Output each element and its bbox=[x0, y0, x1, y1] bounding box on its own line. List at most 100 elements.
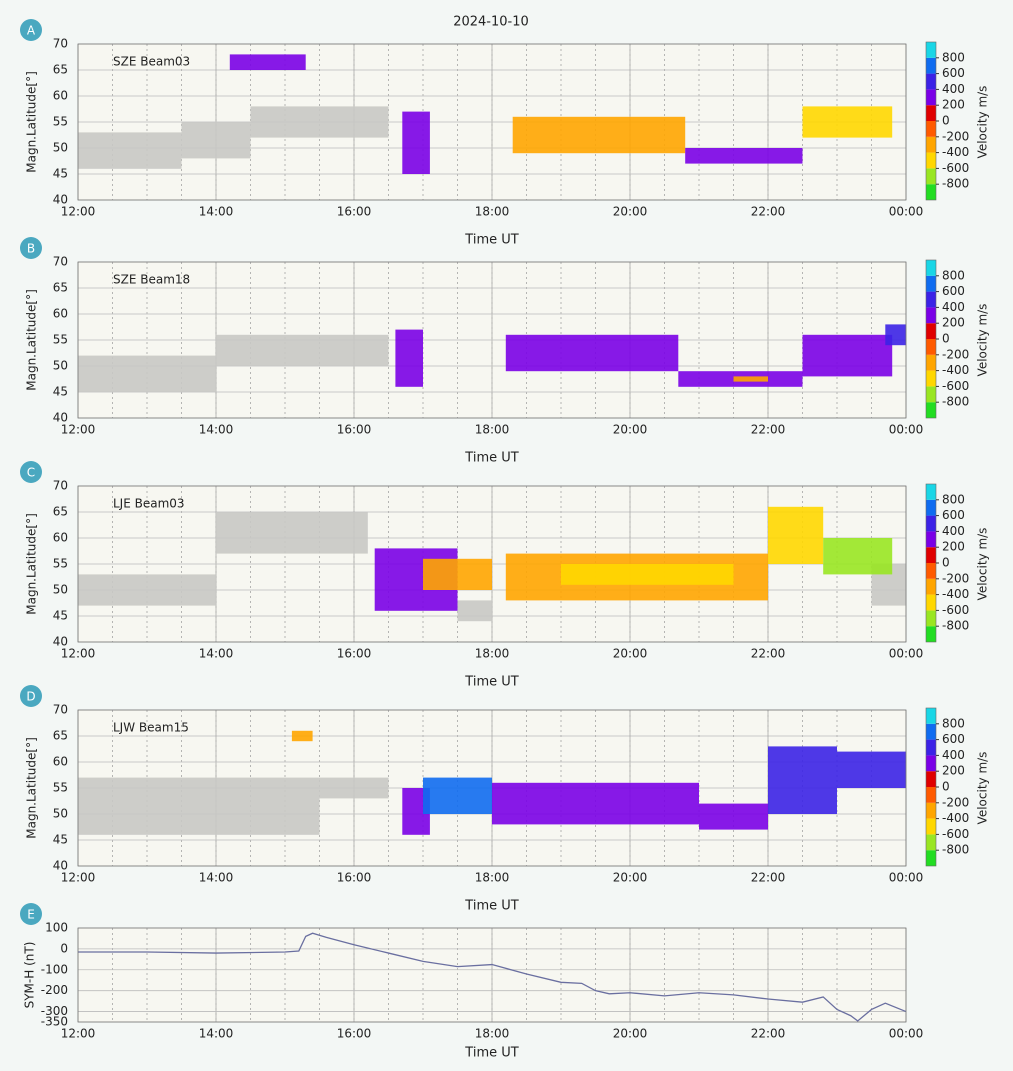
plot-frame bbox=[77, 709, 907, 867]
panel-badge bbox=[20, 19, 42, 41]
colorbar-tick-label: -400 bbox=[942, 811, 969, 825]
x-tick-label: 14:00 bbox=[199, 871, 234, 885]
y-tick-label: 65 bbox=[53, 505, 68, 519]
colorbar-segment bbox=[926, 323, 936, 339]
figure-title: 2024-10-10 bbox=[453, 15, 529, 30]
echo-patch bbox=[823, 538, 893, 575]
y-tick-label: 40 bbox=[53, 635, 68, 649]
colorbar-tick-label: -600 bbox=[942, 603, 969, 617]
colorbar-tick-label: 200 bbox=[942, 98, 965, 112]
colorbar-segment bbox=[926, 499, 936, 516]
colorbar-tick-label: 200 bbox=[942, 540, 965, 554]
x-tick-label: 16:00 bbox=[337, 647, 372, 661]
y-tick-label: 45 bbox=[53, 167, 68, 181]
y-tick-label: 55 bbox=[53, 115, 68, 129]
y-axis-label: SYM-H (nT) bbox=[23, 942, 37, 1009]
colorbar-tick-label: -400 bbox=[942, 145, 969, 159]
echo-patch bbox=[802, 334, 893, 377]
plot-frame bbox=[77, 261, 907, 419]
y-tick-label: 70 bbox=[53, 255, 68, 269]
y-tick-label: 50 bbox=[53, 141, 68, 155]
beam-annotation: SZE Beam03 bbox=[113, 55, 190, 69]
ground-scatter bbox=[250, 106, 389, 138]
y-tick-label: 55 bbox=[53, 781, 68, 795]
x-tick-label: 18:00 bbox=[475, 647, 510, 661]
colorbar-segment bbox=[926, 594, 936, 611]
y-tick-label: 60 bbox=[53, 89, 68, 103]
colorbar-tick-label: 200 bbox=[942, 316, 965, 330]
x-tick-label: 16:00 bbox=[337, 871, 372, 885]
colorbar-tick-label: 400 bbox=[942, 748, 965, 762]
x-tick-label: 00:00 bbox=[889, 205, 924, 219]
x-axis-label: Time UT bbox=[464, 675, 518, 690]
x-tick-label: 18:00 bbox=[475, 1027, 510, 1041]
colorbar-segment bbox=[926, 152, 936, 169]
colorbar-tick-label: -800 bbox=[942, 395, 969, 409]
x-tick-label: 16:00 bbox=[337, 1027, 372, 1041]
colorbar-tick-label: -200 bbox=[942, 347, 969, 361]
colorbar-segment bbox=[926, 771, 936, 787]
ground-scatter bbox=[78, 777, 320, 835]
y-tick-label: 60 bbox=[53, 755, 68, 769]
x-tick-label: 22:00 bbox=[751, 871, 786, 885]
colorbar-segment bbox=[926, 708, 936, 724]
beam-annotation: LJW Beam15 bbox=[113, 721, 189, 735]
colorbar-tick-label: 400 bbox=[942, 82, 965, 96]
echo-patch bbox=[402, 111, 430, 174]
x-tick-label: 12:00 bbox=[61, 871, 96, 885]
x-axis-label: Time UT bbox=[464, 1046, 518, 1061]
colorbar-label: Velocity m/s bbox=[976, 304, 990, 377]
y-tick-label: 0 bbox=[60, 941, 68, 955]
panel-label: B bbox=[27, 242, 35, 256]
x-tick-label: 12:00 bbox=[61, 647, 96, 661]
echo-patch bbox=[423, 777, 492, 814]
x-tick-label: 20:00 bbox=[613, 423, 648, 437]
y-tick-label: -350 bbox=[41, 1015, 68, 1029]
x-tick-label: 00:00 bbox=[889, 423, 924, 437]
y-axis-label: Magn.Latitude[°] bbox=[25, 737, 39, 839]
colorbar-tick-label: 400 bbox=[942, 524, 965, 538]
x-tick-label: 20:00 bbox=[613, 647, 648, 661]
x-tick-label: 22:00 bbox=[751, 1027, 786, 1041]
x-tick-label: 16:00 bbox=[337, 205, 372, 219]
beam-annotation: LJE Beam03 bbox=[113, 497, 185, 511]
colorbar-tick-label: 800 bbox=[942, 268, 965, 282]
colorbar-segment bbox=[926, 354, 936, 371]
x-tick-label: 12:00 bbox=[61, 1027, 96, 1041]
x-tick-label: 16:00 bbox=[337, 423, 372, 437]
colorbar-segment bbox=[926, 547, 936, 563]
x-tick-label: 18:00 bbox=[475, 423, 510, 437]
x-tick-label: 00:00 bbox=[889, 871, 924, 885]
x-tick-label: 14:00 bbox=[199, 1027, 234, 1041]
panel-badge bbox=[20, 461, 42, 483]
x-tick-label: 12:00 bbox=[61, 423, 96, 437]
colorbar-tick-label: 600 bbox=[942, 284, 965, 298]
colorbar-segment bbox=[926, 339, 936, 355]
echo-patch bbox=[699, 803, 768, 830]
colorbar-tick-label: 0 bbox=[942, 114, 950, 128]
y-tick-label: -200 bbox=[41, 983, 68, 997]
echo-patch bbox=[685, 148, 803, 164]
y-tick-label: 60 bbox=[53, 531, 68, 545]
colorbar-segment bbox=[926, 802, 936, 819]
ground-scatter bbox=[216, 334, 389, 366]
ground-scatter bbox=[78, 132, 182, 169]
colorbar-segment bbox=[926, 42, 936, 58]
y-tick-label: 40 bbox=[53, 411, 68, 425]
x-tick-label: 22:00 bbox=[751, 423, 786, 437]
ground-scatter bbox=[78, 574, 216, 606]
beam-annotation: SZE Beam18 bbox=[113, 273, 190, 287]
colorbar-segment bbox=[926, 370, 936, 387]
colorbar-tick-label: 600 bbox=[942, 508, 965, 522]
colorbar-segment bbox=[926, 291, 936, 308]
echo-patch bbox=[768, 506, 824, 564]
x-tick-label: 00:00 bbox=[889, 647, 924, 661]
colorbar-label: Velocity m/s bbox=[976, 528, 990, 601]
y-tick-label: 55 bbox=[53, 557, 68, 571]
echo-patch bbox=[768, 746, 837, 814]
colorbar-segment bbox=[926, 89, 936, 106]
colorbar-segment bbox=[926, 755, 936, 772]
echo-patch bbox=[512, 116, 686, 154]
colorbar-tick-label: 0 bbox=[942, 332, 950, 346]
